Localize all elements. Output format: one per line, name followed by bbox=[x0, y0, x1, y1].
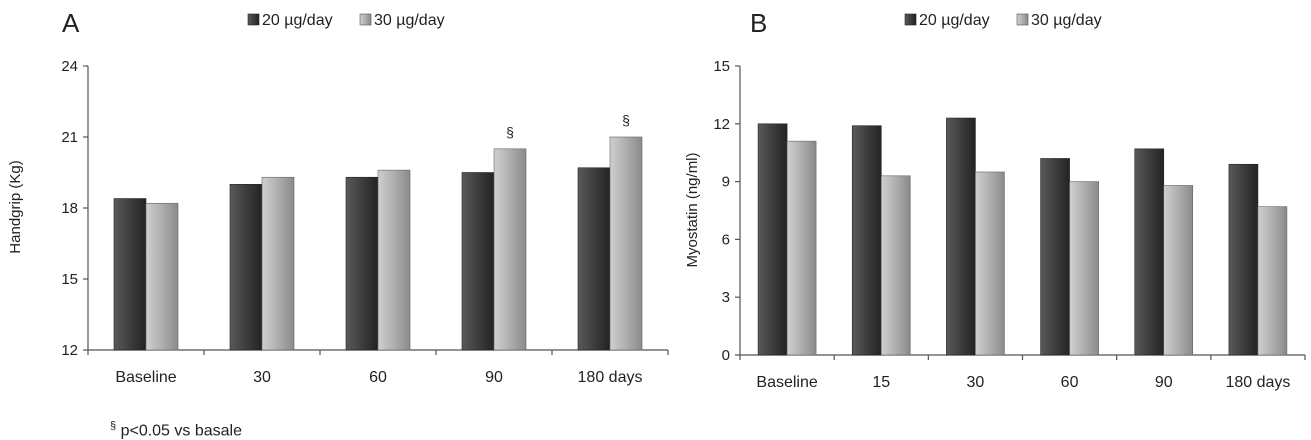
panel-b-y-tick-label: 6 bbox=[722, 231, 730, 248]
panel-a: A 20 µg/day 30 µg/day Handgrip (Kg) 12 15… bbox=[7, 8, 669, 386]
panel-b-y-tick-label: 0 bbox=[722, 347, 730, 364]
panel-b-x-tick-label: 30 bbox=[967, 374, 985, 391]
panel-a-annotation: § bbox=[622, 112, 630, 128]
panel-a-bar-series2 bbox=[145, 202, 179, 351]
panel-a-legend-label-30: 30 µg/day bbox=[374, 12, 445, 29]
panel-b-bar-series1 bbox=[1134, 148, 1165, 356]
panel-a-annotation: § bbox=[506, 124, 514, 140]
panel-a-bar-series2 bbox=[493, 148, 527, 351]
panel-b-label: B bbox=[750, 8, 767, 38]
panel-a-bar-series2 bbox=[261, 176, 295, 351]
panel-b-bar-series1 bbox=[1228, 163, 1259, 356]
panel-b-legend-label-30: 30 µg/day bbox=[1031, 12, 1102, 29]
panel-a-legend-label-20: 20 µg/day bbox=[262, 12, 333, 29]
panel-b-y-tick-label: 3 bbox=[722, 289, 730, 306]
panel-a-y-tick-label: 12 bbox=[61, 342, 78, 359]
panel-a-bar-series1 bbox=[345, 176, 379, 351]
footnote-text: p<0.05 vs basale bbox=[116, 422, 242, 440]
panel-a-y-axis-title: Handgrip (Kg) bbox=[7, 160, 24, 253]
panel-b-y-tick-label: 15 bbox=[713, 58, 730, 75]
panel-b-y-tick-label: 9 bbox=[722, 174, 730, 191]
panel-b-x-tick-label: 15 bbox=[872, 374, 890, 391]
footnote-symbol: § bbox=[110, 420, 117, 432]
panel-a-bar-series1 bbox=[229, 184, 263, 351]
panel-a-legend: 20 µg/day 30 µg/day bbox=[247, 12, 445, 29]
panel-a-bar-series1 bbox=[113, 198, 147, 351]
panel-b-legend-swatch-30 bbox=[1016, 13, 1029, 26]
panel-b: B 20 µg/day 30 µg/day Myostatin (ng/ml) … bbox=[684, 8, 1306, 391]
panel-b-bar-series2 bbox=[1163, 185, 1194, 356]
panel-b-y-tick-label: 12 bbox=[713, 116, 730, 133]
panel-a-bar-series2 bbox=[377, 169, 411, 351]
panel-a-legend-swatch-20 bbox=[247, 13, 260, 26]
panel-a-x-tick-label: Baseline bbox=[115, 369, 176, 386]
panel-b-x-tick-label: 180 days bbox=[1225, 374, 1290, 391]
panel-b-bar-series2 bbox=[786, 140, 817, 356]
panel-b-bar-series2 bbox=[1257, 206, 1288, 356]
panel-a-legend-swatch-30 bbox=[359, 13, 372, 26]
panel-b-x-tick-label: Baseline bbox=[756, 374, 817, 391]
panel-a-bar-series1 bbox=[461, 172, 495, 351]
panel-b-plot: 0 3 6 9 12 15 Baseline 15 30 60 90 180 days bbox=[713, 58, 1306, 391]
panel-a-plot: 12 15 18 21 24 Baseline 30 60 90 180 days § § bbox=[61, 58, 669, 386]
panel-b-bar-series2 bbox=[880, 175, 911, 356]
panel-b-bar-series2 bbox=[1069, 181, 1099, 356]
panel-b-y-axis-title: Myostatin (ng/ml) bbox=[684, 152, 701, 267]
panel-b-legend-swatch-20 bbox=[904, 13, 917, 26]
panel-b-bar-series1 bbox=[946, 117, 976, 356]
panel-a-label: A bbox=[62, 8, 80, 38]
panel-a-y-tick-label: 21 bbox=[61, 129, 78, 146]
panel-b-bar-series1 bbox=[757, 123, 788, 356]
panel-b-bar-series1 bbox=[1040, 158, 1070, 356]
panel-a-x-tick-label: 180 days bbox=[578, 369, 643, 386]
panel-a-bar-series2 bbox=[609, 136, 643, 351]
panel-b-legend-label-20: 20 µg/day bbox=[919, 12, 990, 29]
panel-a-x-tick-label: 30 bbox=[253, 369, 271, 386]
panel-a-x-tick-label: 90 bbox=[485, 369, 503, 386]
panel-b-bar-series2 bbox=[975, 171, 1005, 356]
panel-a-bar-series1 bbox=[577, 167, 611, 351]
panel-b-legend: 20 µg/day 30 µg/day bbox=[904, 12, 1102, 29]
panel-a-y-tick-label: 24 bbox=[61, 58, 78, 75]
panel-b-x-tick-label: 60 bbox=[1061, 374, 1079, 391]
panel-b-bar-series1 bbox=[851, 125, 882, 356]
panel-a-y-tick-label: 15 bbox=[61, 271, 78, 288]
footnote: § p<0.05 vs basale bbox=[110, 420, 242, 440]
panel-a-x-tick-label: 60 bbox=[369, 369, 387, 386]
panel-a-y-tick-label: 18 bbox=[61, 200, 78, 217]
panel-b-x-tick-label: 90 bbox=[1155, 374, 1173, 391]
